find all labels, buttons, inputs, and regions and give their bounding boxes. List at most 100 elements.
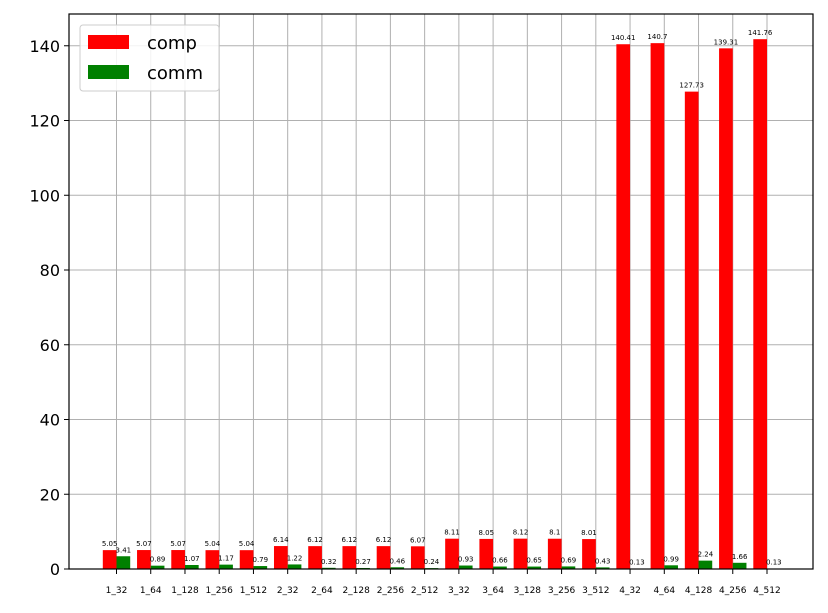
bar-comp — [240, 550, 254, 569]
x-tick-label: 3_512 — [582, 586, 609, 596]
y-tick-label: 140 — [29, 37, 60, 56]
x-tick-label: 2_32 — [277, 586, 299, 596]
value-label-comm: 1.22 — [287, 554, 303, 562]
x-tick-label: 3_32 — [448, 586, 470, 596]
value-label-comm: 0.27 — [355, 558, 371, 566]
value-label-comm: 1.17 — [218, 555, 234, 563]
bar-comp — [171, 550, 185, 569]
legend-swatch-comm — [88, 65, 129, 79]
bar-comp — [616, 44, 630, 569]
value-label-comp: 140.7 — [647, 33, 667, 41]
axes-frame — [69, 14, 813, 569]
value-label-comp: 8.05 — [478, 529, 494, 537]
x-tick-label: 4_32 — [619, 586, 641, 596]
value-label-comp: 6.12 — [307, 536, 323, 544]
value-label-comp: 127.73 — [679, 82, 704, 90]
x-tick-label: 1_32 — [106, 586, 128, 596]
y-tick-label: 120 — [29, 112, 60, 131]
bar-comp — [445, 539, 459, 569]
x-tick-label: 3_128 — [514, 586, 542, 596]
value-label-comm: 0.79 — [252, 556, 268, 564]
bar-comp — [411, 546, 425, 569]
bar-comp — [685, 92, 699, 569]
value-label-comm: 0.65 — [526, 557, 542, 565]
bar-comp — [479, 539, 493, 569]
value-label-comm: 0.99 — [663, 555, 679, 563]
value-label-comm: 3.41 — [116, 546, 132, 554]
bar-comm — [117, 556, 131, 569]
x-tick-label: 1_64 — [140, 586, 162, 596]
grid-layer — [69, 14, 813, 569]
x-tick-label: 2_64 — [311, 586, 333, 596]
bar-comp — [274, 546, 288, 569]
bar-comp — [548, 539, 562, 569]
value-label-comp: 8.1 — [549, 529, 560, 537]
bar-comp — [719, 48, 733, 569]
y-tick-label: 40 — [40, 411, 60, 430]
x-tick-label: 4_64 — [653, 586, 675, 596]
value-label-comm: 0.43 — [595, 557, 611, 565]
y-tick-label: 0 — [50, 560, 60, 579]
bar-comp — [651, 43, 665, 569]
legend-swatch-comp — [88, 35, 129, 49]
value-label-comp: 139.31 — [714, 38, 739, 46]
bar-comm — [219, 565, 233, 569]
bar-comp — [753, 39, 767, 569]
value-label-comm: 2.24 — [698, 551, 714, 559]
value-label-comm: 0.32 — [321, 558, 337, 566]
value-label-comp: 5.04 — [205, 540, 221, 548]
bar-comp — [514, 539, 528, 569]
value-label-comm: 0.66 — [492, 557, 508, 565]
bar-comp — [582, 539, 596, 569]
bar-comm — [699, 561, 713, 569]
value-label-comp: 6.07 — [410, 536, 426, 544]
value-label-comm: 0.24 — [424, 558, 440, 566]
bar-comp — [308, 546, 322, 569]
value-label-comp: 141.76 — [748, 29, 773, 37]
value-label-comm: 0.13 — [629, 559, 645, 567]
legend-label-comm: comm — [147, 63, 203, 84]
value-label-comm: 1.07 — [184, 555, 200, 563]
legend: comp comm — [80, 25, 219, 91]
value-label-comp: 8.12 — [513, 529, 529, 537]
bar-comp — [342, 546, 356, 569]
bar-comm — [288, 564, 302, 569]
x-tick-label: 1_256 — [206, 586, 234, 596]
y-tick-label: 60 — [40, 336, 60, 355]
x-tick-label: 3_64 — [482, 586, 504, 596]
value-label-comm: 0.13 — [766, 559, 782, 567]
value-label-comm: 1.66 — [732, 553, 748, 561]
value-label-comp: 6.14 — [273, 536, 289, 544]
value-label-comp: 6.12 — [342, 536, 358, 544]
bar-comp — [377, 546, 391, 569]
x-tick-label: 4_256 — [719, 586, 747, 596]
value-label-comp: 140.41 — [611, 34, 636, 42]
x-tick-label: 2_512 — [411, 586, 438, 596]
value-label-comp: 8.01 — [581, 529, 597, 537]
bar-comp — [103, 550, 117, 569]
y-tick-label: 100 — [29, 186, 60, 205]
bar-comp — [137, 550, 151, 569]
x-tick-label: 4_512 — [753, 586, 780, 596]
value-label-comp: 5.07 — [170, 540, 186, 548]
y-tick-label: 20 — [40, 485, 60, 504]
value-label-comp: 6.12 — [376, 536, 392, 544]
x-tick-label: 2_256 — [377, 586, 405, 596]
bars-layer — [103, 39, 781, 569]
bar-comm — [733, 563, 747, 569]
x-tick-label: 4_128 — [685, 586, 713, 596]
x-tick-label: 3_256 — [548, 586, 576, 596]
legend-label-comp: comp — [147, 33, 197, 54]
value-label-comm: 0.93 — [458, 556, 474, 564]
y-tick-label: 80 — [40, 261, 60, 280]
value-label-comm: 0.69 — [561, 556, 577, 564]
value-label-comm: 0.89 — [150, 556, 166, 564]
bar-comp — [206, 550, 220, 569]
value-label-comp: 5.04 — [239, 540, 255, 548]
x-tick-label: 1_128 — [171, 586, 199, 596]
x-tick-label: 2_128 — [342, 586, 370, 596]
x-tick-label: 1_512 — [240, 586, 267, 596]
value-label-comp: 8.11 — [444, 529, 460, 537]
